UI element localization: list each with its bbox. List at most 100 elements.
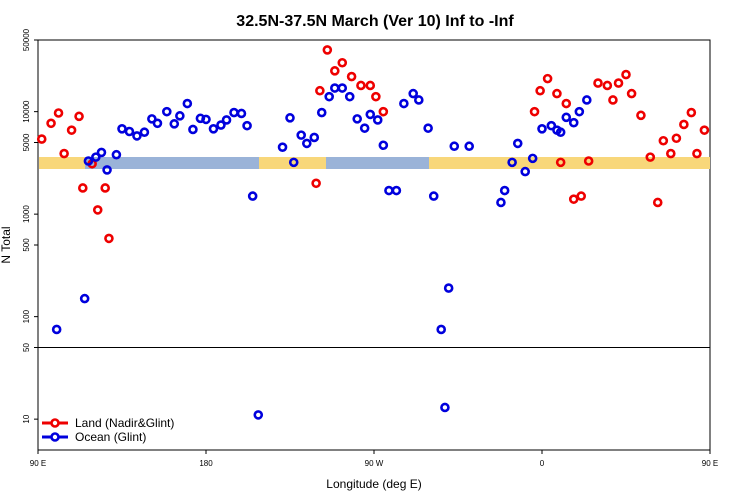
y-tick-label: 10000 <box>22 100 31 123</box>
y-tick-label: 10 <box>22 414 31 423</box>
land-point <box>371 91 381 102</box>
ocean-point <box>527 153 538 164</box>
ocean-point <box>96 147 107 158</box>
x-tick-label: 90 E <box>30 459 46 468</box>
land-point <box>66 125 77 135</box>
land-point <box>322 45 333 55</box>
land-point <box>315 85 325 96</box>
land-point <box>542 73 553 84</box>
x-tick-label: 0 <box>540 459 545 468</box>
ocean-point <box>309 132 320 143</box>
x-tick-label: 180 <box>199 459 213 468</box>
y-tick-label: 1000 <box>22 205 31 223</box>
land-point <box>679 119 689 130</box>
land-point <box>652 197 663 208</box>
land-point <box>378 106 389 117</box>
ocean-point <box>443 283 454 293</box>
ocean-point <box>253 410 264 420</box>
land-point <box>561 98 572 109</box>
ocean-point <box>372 115 383 125</box>
ocean-point <box>169 119 180 129</box>
y-tick-label: 100 <box>22 309 31 323</box>
ocean-point <box>285 113 295 123</box>
ocean-point <box>182 98 193 109</box>
ocean-point <box>499 185 510 196</box>
y-tick-label: 50000 <box>22 28 31 51</box>
land-point <box>535 85 545 96</box>
ocean-point <box>512 138 523 149</box>
land-point <box>53 108 64 118</box>
land-point <box>645 152 656 162</box>
ocean-point <box>208 124 219 134</box>
land-point <box>671 133 682 144</box>
ocean-point <box>111 149 122 160</box>
ocean-point <box>365 109 376 120</box>
ocean-point <box>378 140 389 151</box>
land-point <box>699 125 710 135</box>
ocean-point <box>324 91 335 102</box>
ocean-point <box>216 120 226 130</box>
ocean-point <box>440 402 450 413</box>
ocean-point <box>201 114 211 125</box>
legend-swatch-marker <box>50 432 60 442</box>
ocean-point <box>316 107 327 118</box>
land-point <box>593 78 603 88</box>
ocean-point <box>464 141 475 152</box>
ocean-point <box>79 293 90 304</box>
land-point <box>692 148 702 159</box>
chart-title: 32.5N-37.5N March (Ver 10) Inf to -Inf <box>236 13 514 30</box>
ocean-point <box>449 141 460 152</box>
ocean-point <box>188 124 198 135</box>
ocean-point <box>408 88 419 99</box>
land-strip <box>429 157 710 169</box>
ocean-point <box>496 197 506 208</box>
ocean-point <box>91 152 101 162</box>
ocean-point <box>83 156 94 166</box>
ocean-point <box>247 191 258 201</box>
ocean-point <box>242 120 252 131</box>
legend-entry-label: Land (Nadir&Glint) <box>75 416 174 430</box>
land-point <box>100 183 110 193</box>
ocean-point <box>423 123 433 133</box>
land-point <box>104 233 114 244</box>
ocean-point <box>124 126 135 137</box>
ocean-point <box>546 120 557 131</box>
land-strip <box>259 157 326 169</box>
ocean-point <box>139 127 150 138</box>
land-point <box>36 134 47 144</box>
ocean-point <box>117 124 127 134</box>
ocean-point <box>352 114 363 124</box>
y-tick-label: 5000 <box>22 133 31 151</box>
y-axis: 10 50 100 500 1000 5000 10000 50000 <box>22 28 38 424</box>
land-point <box>356 80 366 91</box>
land-map-strip <box>39 157 710 169</box>
land-point <box>583 156 594 166</box>
land-point <box>613 78 624 88</box>
land-point <box>74 111 84 122</box>
ocean-point <box>391 185 402 196</box>
land-point <box>602 80 613 91</box>
ocean-point <box>507 157 517 168</box>
y-tick-label: 500 <box>22 238 31 252</box>
land-point <box>59 148 69 159</box>
land-point <box>636 110 646 121</box>
ocean-point <box>147 114 157 124</box>
data-points <box>36 45 710 420</box>
ocean-point <box>301 138 312 149</box>
ocean-point <box>428 191 439 201</box>
legend-entry-label: Ocean (Glint) <box>75 430 146 444</box>
ocean-point <box>229 107 239 118</box>
ocean-point <box>221 115 232 125</box>
land-point <box>555 157 566 168</box>
x-tick-label: 90 W <box>365 459 384 468</box>
land-point <box>329 66 340 76</box>
ocean-point <box>51 324 62 335</box>
ocean-point <box>102 165 112 175</box>
land-point <box>346 71 357 82</box>
land-point <box>46 118 56 129</box>
x-axis: 90 E 180 90 W 0 90 E <box>30 450 718 468</box>
ocean-point <box>561 112 572 123</box>
ocean-point <box>277 142 288 152</box>
land-strip <box>39 157 85 169</box>
ocean-point <box>359 123 370 133</box>
